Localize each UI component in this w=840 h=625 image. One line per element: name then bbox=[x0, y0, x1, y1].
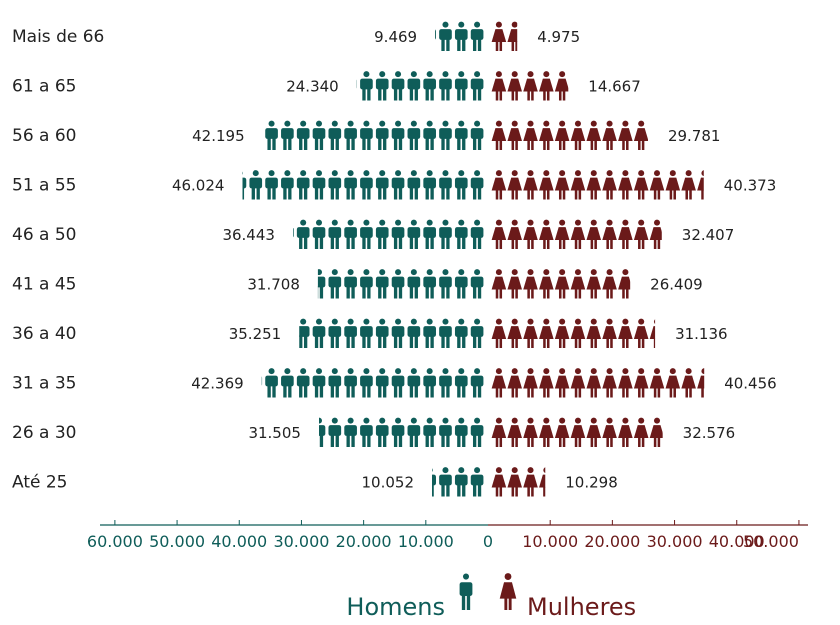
axis-tick-label: 20.000 bbox=[584, 532, 640, 551]
chart-row: 31 a 35 42.369 40.456 bbox=[12, 368, 777, 398]
male-bar bbox=[435, 21, 484, 51]
category-label: 31 a 35 bbox=[12, 374, 77, 394]
axis-tick-label: 60.000 bbox=[87, 532, 143, 551]
male-bar bbox=[292, 219, 484, 249]
male-bar bbox=[356, 71, 484, 101]
category-label: 51 a 55 bbox=[12, 176, 77, 196]
male-value-label: 46.024 bbox=[172, 177, 225, 195]
male-value-label: 42.195 bbox=[192, 127, 245, 145]
axis-tick-label: 40.000 bbox=[709, 532, 765, 551]
female-bar bbox=[491, 269, 631, 299]
male-value-label: 10.052 bbox=[362, 474, 415, 492]
male-bar bbox=[242, 170, 484, 200]
female-value-label: 31.136 bbox=[675, 325, 728, 343]
male-bar bbox=[432, 467, 484, 497]
category-label: 56 a 60 bbox=[12, 126, 77, 146]
category-label: 26 a 30 bbox=[12, 423, 77, 443]
legend: Homens Mulheres bbox=[346, 573, 636, 621]
axis-tick-label: 30.000 bbox=[647, 532, 703, 551]
female-bar bbox=[491, 417, 663, 447]
axis-tick-label: 40.000 bbox=[211, 532, 267, 551]
female-bar bbox=[491, 219, 662, 249]
chart-row: 26 a 30 31.505 32.576 bbox=[12, 417, 736, 447]
axis-tick-label: 50.000 bbox=[743, 532, 799, 551]
male-value-label: 36.443 bbox=[222, 226, 275, 244]
male-bar bbox=[299, 318, 484, 348]
male-bar bbox=[317, 269, 484, 299]
female-value-label: 26.409 bbox=[650, 276, 703, 294]
female-bar bbox=[491, 21, 518, 51]
male-bar bbox=[318, 417, 484, 447]
axis-tick-label: 20.000 bbox=[336, 532, 392, 551]
chart-rows: Mais de 66 9.469 4.975 61 a 65 24.340 14.667 5… bbox=[12, 21, 777, 497]
male-value-label: 31.505 bbox=[248, 424, 301, 442]
category-label: Mais de 66 bbox=[12, 27, 104, 47]
female-bar bbox=[491, 170, 704, 200]
female-bar bbox=[491, 120, 648, 150]
axis-tick-label: 10.000 bbox=[522, 532, 578, 551]
chart-row: 36 a 40 35.251 31.136 bbox=[12, 318, 728, 348]
female-value-label: 14.667 bbox=[588, 78, 641, 96]
female-value-label: 32.576 bbox=[683, 424, 736, 442]
legend-label-homens: Homens bbox=[346, 593, 445, 621]
female-value-label: 32.407 bbox=[682, 226, 735, 244]
category-label: 36 a 40 bbox=[12, 324, 77, 344]
female-value-label: 40.456 bbox=[724, 375, 777, 393]
axis-tick-label: 50.000 bbox=[149, 532, 205, 551]
chart-row: 41 a 45 31.708 26.409 bbox=[12, 269, 703, 299]
category-label: 46 a 50 bbox=[12, 225, 77, 245]
female-bar bbox=[491, 467, 546, 497]
category-label: 61 a 65 bbox=[12, 77, 77, 97]
legend-male-icon bbox=[459, 573, 473, 610]
female-value-label: 40.373 bbox=[724, 177, 777, 195]
female-bar bbox=[491, 318, 656, 348]
axis-tick-label-zero: 0 bbox=[483, 532, 493, 551]
chart-row: Mais de 66 9.469 4.975 bbox=[12, 21, 580, 51]
female-value-label: 29.781 bbox=[668, 127, 721, 145]
chart-row: 56 a 60 42.195 29.781 bbox=[12, 120, 721, 150]
male-value-label: 9.469 bbox=[374, 28, 417, 46]
axis-tick-label: 10.000 bbox=[398, 532, 454, 551]
category-label: Até 25 bbox=[12, 473, 68, 493]
male-value-label: 35.251 bbox=[229, 325, 282, 343]
legend-female-icon bbox=[499, 573, 517, 610]
male-value-label: 31.708 bbox=[247, 276, 300, 294]
chart-row: 46 a 50 36.443 32.407 bbox=[12, 219, 735, 249]
axis-tick-label: 30.000 bbox=[273, 532, 329, 551]
x-axis: 60.000 50.000 40.000 30.000 20.000 10.000 0 10.… bbox=[87, 520, 808, 551]
male-value-label: 42.369 bbox=[191, 375, 244, 393]
chart-row: 51 a 55 46.024 40.373 bbox=[12, 170, 777, 200]
chart-row: 61 a 65 24.340 14.667 bbox=[12, 71, 641, 101]
male-bar bbox=[261, 368, 484, 398]
legend-label-mulheres: Mulheres bbox=[527, 593, 636, 621]
chart-row: Até 25 10.052 10.298 bbox=[12, 467, 618, 497]
female-bar bbox=[491, 368, 705, 398]
female-value-label: 4.975 bbox=[537, 28, 580, 46]
male-value-label: 24.340 bbox=[286, 78, 339, 96]
female-value-label: 10.298 bbox=[565, 474, 618, 492]
female-bar bbox=[491, 71, 569, 101]
male-bar bbox=[265, 120, 484, 150]
category-label: 41 a 45 bbox=[12, 275, 77, 295]
